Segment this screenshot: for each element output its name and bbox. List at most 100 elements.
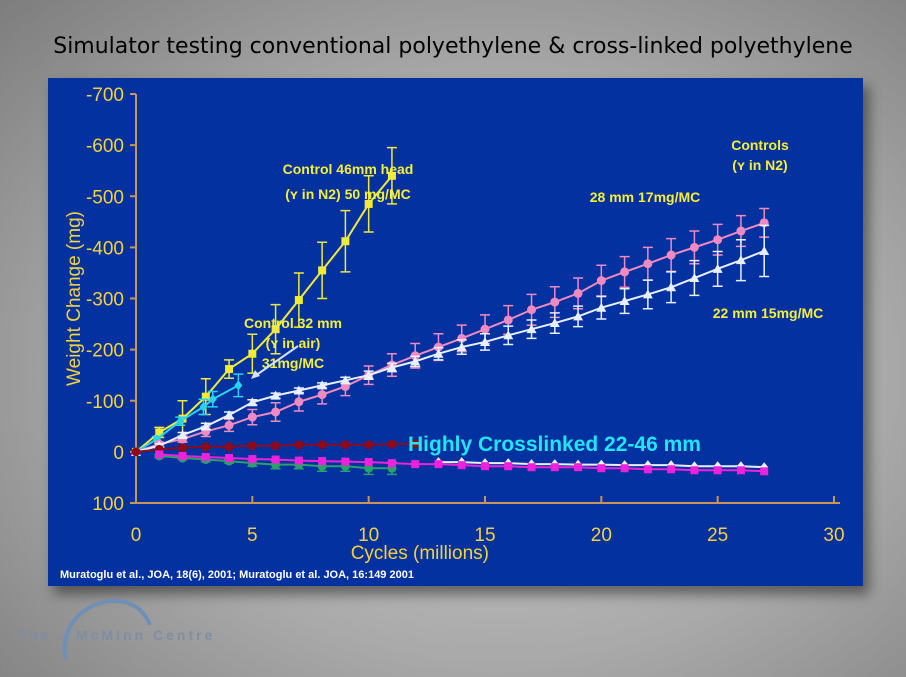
annotation-22mm: 22 mm 15mg/MC — [713, 305, 823, 321]
series-line — [135, 221, 765, 453]
data-point — [317, 440, 327, 450]
slide-title: Simulator testing conventional polyethyl… — [53, 34, 853, 59]
y-tick-label: -500 — [86, 187, 124, 208]
data-point — [481, 462, 489, 471]
y-tick-label: -300 — [86, 290, 124, 311]
logo-name: McMinn Centre — [76, 627, 216, 643]
y-axis-label: Weight Change (mg) — [64, 211, 85, 386]
data-point — [318, 457, 327, 466]
data-point — [317, 390, 327, 400]
data-point — [294, 397, 304, 407]
data-point — [596, 302, 607, 312]
data-point — [294, 440, 304, 450]
data-point — [387, 439, 397, 449]
data-point — [433, 348, 444, 358]
data-point — [736, 466, 745, 475]
data-point — [760, 467, 769, 476]
data-point — [387, 171, 396, 180]
data-point — [271, 325, 280, 334]
data-point — [155, 428, 164, 437]
data-point — [234, 380, 243, 391]
data-point — [208, 394, 217, 405]
data-point — [364, 199, 373, 208]
data-point — [434, 460, 443, 469]
data-point — [666, 250, 676, 260]
data-point — [735, 255, 746, 265]
data-point — [643, 259, 653, 269]
annotation-46mm: Control 46mm head — [283, 161, 414, 177]
data-point — [480, 324, 490, 334]
x-tick-label: 25 — [707, 525, 728, 546]
x-tick-label: 0 — [131, 525, 142, 546]
data-point — [574, 463, 583, 472]
y-tick-label: -200 — [86, 341, 124, 362]
data-point — [317, 380, 328, 390]
data-point — [386, 362, 397, 372]
data-point — [200, 421, 211, 431]
data-point — [131, 447, 141, 457]
annotation-controls: Controls — [731, 137, 789, 153]
data-point — [177, 430, 188, 440]
data-point — [201, 452, 210, 461]
data-point — [527, 305, 537, 315]
y-tick-label: -400 — [86, 238, 124, 259]
arrow-head-icon — [251, 370, 260, 379]
data-point — [410, 356, 421, 366]
data-point — [456, 342, 467, 352]
data-point — [294, 456, 303, 465]
x-axis-label: Cycles (millions) — [351, 543, 489, 564]
data-point — [176, 416, 185, 427]
data-point — [667, 465, 676, 474]
y-tick-label: -700 — [86, 85, 124, 106]
data-point — [225, 365, 234, 374]
data-point — [550, 297, 560, 307]
data-point — [155, 450, 164, 459]
citation: Muratoglu et al., JOA, 18(6), 2001; Mura… — [60, 569, 414, 581]
annotation-arrow — [254, 345, 299, 377]
data-point — [713, 466, 722, 475]
data-point — [340, 375, 351, 385]
annotation-32mm: 31mg/MC — [262, 355, 324, 371]
y-tick-label: -100 — [86, 392, 124, 413]
data-point — [526, 324, 537, 334]
data-point — [224, 442, 234, 452]
data-point — [270, 390, 281, 400]
series-line — [135, 250, 765, 453]
data-point — [247, 441, 257, 451]
data-point — [271, 455, 280, 464]
x-tick-label: 20 — [591, 525, 612, 546]
data-point — [199, 401, 208, 412]
data-point — [318, 266, 327, 275]
annotation-controls: (ʏ in N2) — [732, 157, 787, 173]
data-point — [596, 276, 606, 286]
data-point — [643, 465, 652, 474]
data-point — [527, 463, 536, 472]
data-point — [550, 463, 559, 472]
data-point — [341, 237, 350, 246]
data-point — [363, 370, 374, 380]
data-point — [573, 288, 583, 298]
data-point — [224, 410, 235, 420]
data-point — [619, 296, 630, 306]
y-tick-label: -600 — [86, 136, 124, 157]
data-point — [225, 454, 234, 463]
data-point — [503, 315, 513, 325]
data-point — [201, 442, 211, 452]
data-point — [387, 459, 396, 468]
chart-panel: -700 -600 -500 -400 -300 -200 -100 0 100 0 5 10 15 20… — [48, 78, 863, 586]
data-point — [503, 330, 514, 340]
x-tick-label: 30 — [823, 525, 844, 546]
data-point — [341, 457, 350, 466]
series-line — [135, 175, 393, 453]
data-point — [247, 397, 258, 407]
data-point — [689, 273, 700, 283]
data-point — [690, 466, 699, 475]
data-point — [759, 245, 770, 255]
data-point — [364, 458, 373, 467]
data-point — [293, 385, 304, 395]
data-point — [201, 392, 210, 401]
logo-arc — [62, 598, 152, 660]
data-point — [457, 461, 466, 470]
data-point — [689, 242, 699, 252]
logo-the: The — [18, 627, 52, 643]
